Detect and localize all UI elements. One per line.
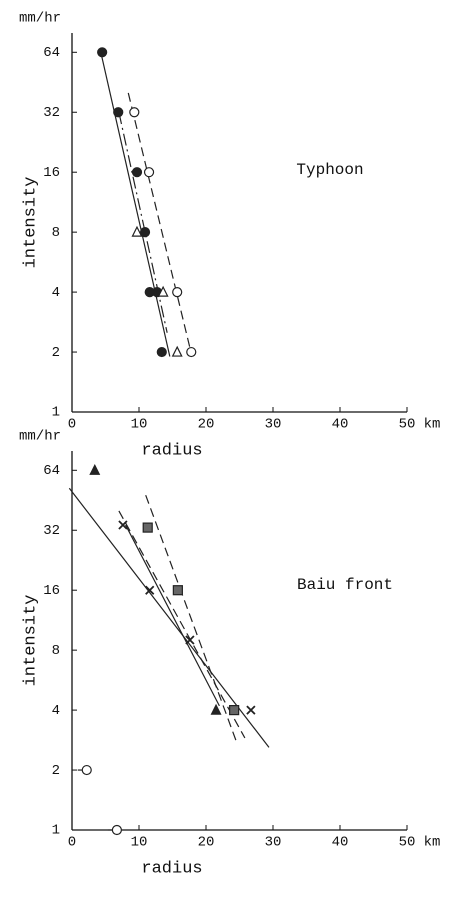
y-tick-label: 64 xyxy=(43,45,60,61)
x-tick-label: 30 xyxy=(265,417,282,433)
marker xyxy=(129,107,140,118)
chart-title: Typhoon xyxy=(296,161,363,179)
x-tick-label: 40 xyxy=(332,417,349,433)
marker xyxy=(131,225,143,237)
y-tick-label: 4 xyxy=(52,703,60,719)
x-tick-label: 20 xyxy=(198,417,215,433)
marker xyxy=(157,285,169,297)
marker xyxy=(172,286,183,298)
marker xyxy=(186,346,197,358)
y-tick-label: 4 xyxy=(52,285,60,301)
y-tick-label: 32 xyxy=(43,105,60,121)
y-tick-label: 32 xyxy=(43,523,60,539)
fit-line xyxy=(127,92,191,348)
marker xyxy=(145,585,155,595)
x-tick-label: 10 xyxy=(131,417,148,433)
marker xyxy=(156,346,167,358)
fit-line xyxy=(100,52,171,357)
y-tick-label: 64 xyxy=(43,463,60,479)
marker xyxy=(185,635,195,645)
y-tick-label: 8 xyxy=(52,225,60,241)
x-tick-label: 40 xyxy=(332,835,349,851)
y-tick-label: 8 xyxy=(52,643,60,659)
marker xyxy=(139,227,151,238)
y-unit: mm/hr xyxy=(19,429,61,445)
y-tick-label: 1 xyxy=(52,823,60,839)
y-unit: mm/hr xyxy=(19,11,61,27)
marker xyxy=(210,703,222,715)
marker xyxy=(89,463,101,475)
x-axis-label: radius xyxy=(141,441,202,460)
y-tick-label: 2 xyxy=(52,345,60,361)
fit-line xyxy=(68,487,270,748)
x-tick-label: 30 xyxy=(265,835,282,851)
x-tick-label: 50 xyxy=(399,417,416,433)
fit-line xyxy=(118,112,168,333)
marker xyxy=(142,522,153,533)
marker xyxy=(229,704,240,716)
fit-line xyxy=(125,524,220,707)
x-axis-label: radius xyxy=(141,859,202,878)
marker xyxy=(171,345,183,357)
marker xyxy=(143,167,155,178)
fit-line xyxy=(145,494,237,742)
marker xyxy=(246,705,256,715)
marker xyxy=(172,585,183,596)
marker xyxy=(118,520,128,530)
marker-ring xyxy=(111,824,122,836)
y-axis-label: intensity xyxy=(21,595,40,687)
y-tick-label: 16 xyxy=(43,165,60,181)
chart-title: Baiu front xyxy=(297,576,393,594)
marker xyxy=(97,47,108,58)
y-axis-label: intensity xyxy=(21,177,40,269)
y-tick-label: 16 xyxy=(43,583,60,599)
x-tick-label: 20 xyxy=(198,835,215,851)
fit-line xyxy=(118,510,246,739)
y-tick-label: 2 xyxy=(52,763,60,779)
x-tick-label: 50 xyxy=(399,835,416,851)
x-tick-label: 0 xyxy=(68,835,76,851)
x-unit: km xyxy=(424,417,441,433)
x-tick-label: 10 xyxy=(131,835,148,851)
y-tick-label: 1 xyxy=(52,405,60,421)
marker xyxy=(131,167,143,178)
marker xyxy=(113,107,124,118)
x-unit: km xyxy=(424,835,441,851)
marker-ring xyxy=(81,764,92,776)
x-tick-label: 0 xyxy=(68,417,76,433)
marker xyxy=(107,824,122,836)
marker xyxy=(77,764,92,776)
